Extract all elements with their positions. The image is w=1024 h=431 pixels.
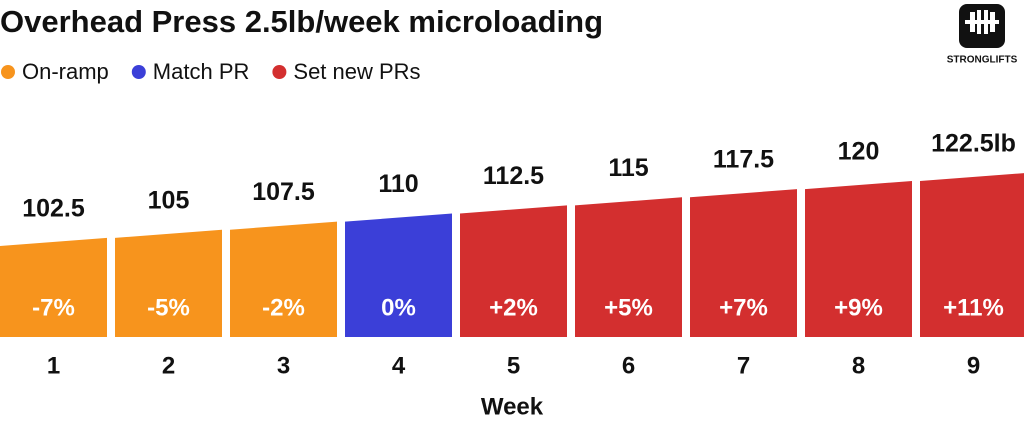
legend-label: Set new PRs (293, 59, 420, 84)
logo-mark (959, 4, 1005, 48)
x-tick-label: 7 (737, 352, 750, 379)
logo-plate (977, 10, 981, 34)
x-tick-label: 6 (622, 352, 635, 379)
bar (0, 237, 107, 337)
logo: STRONGLIFTS (947, 4, 1018, 66)
bar (460, 205, 567, 337)
change-label: 0% (381, 294, 416, 321)
logo-bar (965, 20, 999, 24)
bar (805, 181, 912, 337)
value-label: 105 (148, 186, 190, 214)
legend-swatch (272, 65, 287, 79)
bar (920, 173, 1024, 337)
change-label: +2% (489, 294, 538, 321)
value-label: 110 (378, 170, 418, 198)
legend-label: Match PR (153, 59, 250, 84)
legend-label: On-ramp (22, 59, 109, 84)
value-label: 112.5 (483, 162, 544, 190)
chart-title: Overhead Press 2.5lb/week microloading (0, 4, 603, 39)
change-label: -2% (262, 294, 305, 321)
change-label: +7% (719, 294, 768, 321)
bar (575, 197, 682, 337)
bar (230, 221, 337, 337)
x-tick-label: 4 (392, 352, 406, 379)
change-label: +5% (604, 294, 653, 321)
legend-swatch (131, 65, 146, 79)
change-label: +11% (943, 294, 1004, 321)
logo-plate (984, 10, 988, 34)
value-label: 120 (838, 138, 880, 166)
x-tick-label: 9 (967, 352, 980, 379)
legend-swatch (1, 65, 15, 79)
x-tick-label: 2 (162, 352, 175, 379)
logo-plate (970, 12, 975, 32)
value-label: 107.5 (252, 178, 315, 206)
value-label: 102.5 (22, 194, 85, 222)
x-tick-label: 1 (47, 352, 60, 379)
bar (345, 213, 452, 337)
x-tick-label: 8 (852, 352, 865, 379)
change-label: -5% (147, 294, 190, 321)
logo-plate (990, 12, 995, 32)
value-label: 115 (608, 154, 648, 182)
change-label: +9% (834, 294, 883, 321)
bar (115, 229, 222, 337)
change-label: -7% (32, 294, 75, 321)
x-tick-label: 3 (277, 352, 290, 379)
value-label: 117.5 (713, 146, 774, 174)
x-tick-label: 5 (507, 352, 520, 379)
value-label: 122.5lb (931, 129, 1016, 157)
x-axis-label: Week (481, 393, 544, 420)
logo-text: STRONGLIFTS (947, 55, 1018, 66)
bar (690, 189, 797, 337)
